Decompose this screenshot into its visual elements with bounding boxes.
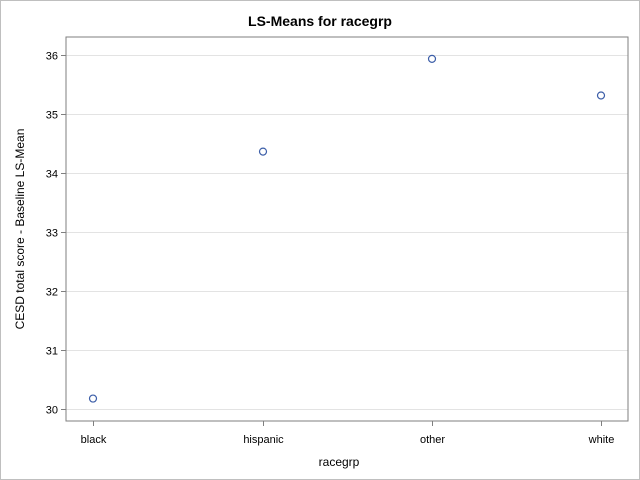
y-axis-label: CESD total score - Baseline LS-Mean <box>13 129 27 330</box>
data-point-hispanic <box>258 147 268 156</box>
y-tick-label: 30 <box>46 405 58 417</box>
x-tick-label-hispanic: hispanic <box>243 434 284 446</box>
y-tick-label: 33 <box>46 228 58 240</box>
x-axis: black hispanic other white <box>81 421 615 446</box>
y-tick-label: 34 <box>46 169 58 181</box>
x-tick-label-black: black <box>81 434 107 446</box>
data-markers <box>88 54 606 403</box>
x-tick-label-other: other <box>420 434 445 446</box>
y-tick-label: 32 <box>46 287 58 299</box>
y-axis: 30 31 32 33 34 35 36 <box>46 51 66 417</box>
data-point-white <box>596 91 606 100</box>
data-point-black <box>88 394 98 403</box>
plot-area-border <box>65 36 629 422</box>
x-axis-label: racegrp <box>319 455 360 469</box>
y-tick-label: 35 <box>46 110 58 122</box>
y-tick-label: 31 <box>46 346 58 358</box>
grid-lines <box>66 55 628 410</box>
y-tick-label: 36 <box>46 51 58 63</box>
x-tick-label-white: white <box>588 434 615 446</box>
chart-title: LS-Means for racegrp <box>248 13 392 29</box>
data-point-other <box>427 54 437 63</box>
